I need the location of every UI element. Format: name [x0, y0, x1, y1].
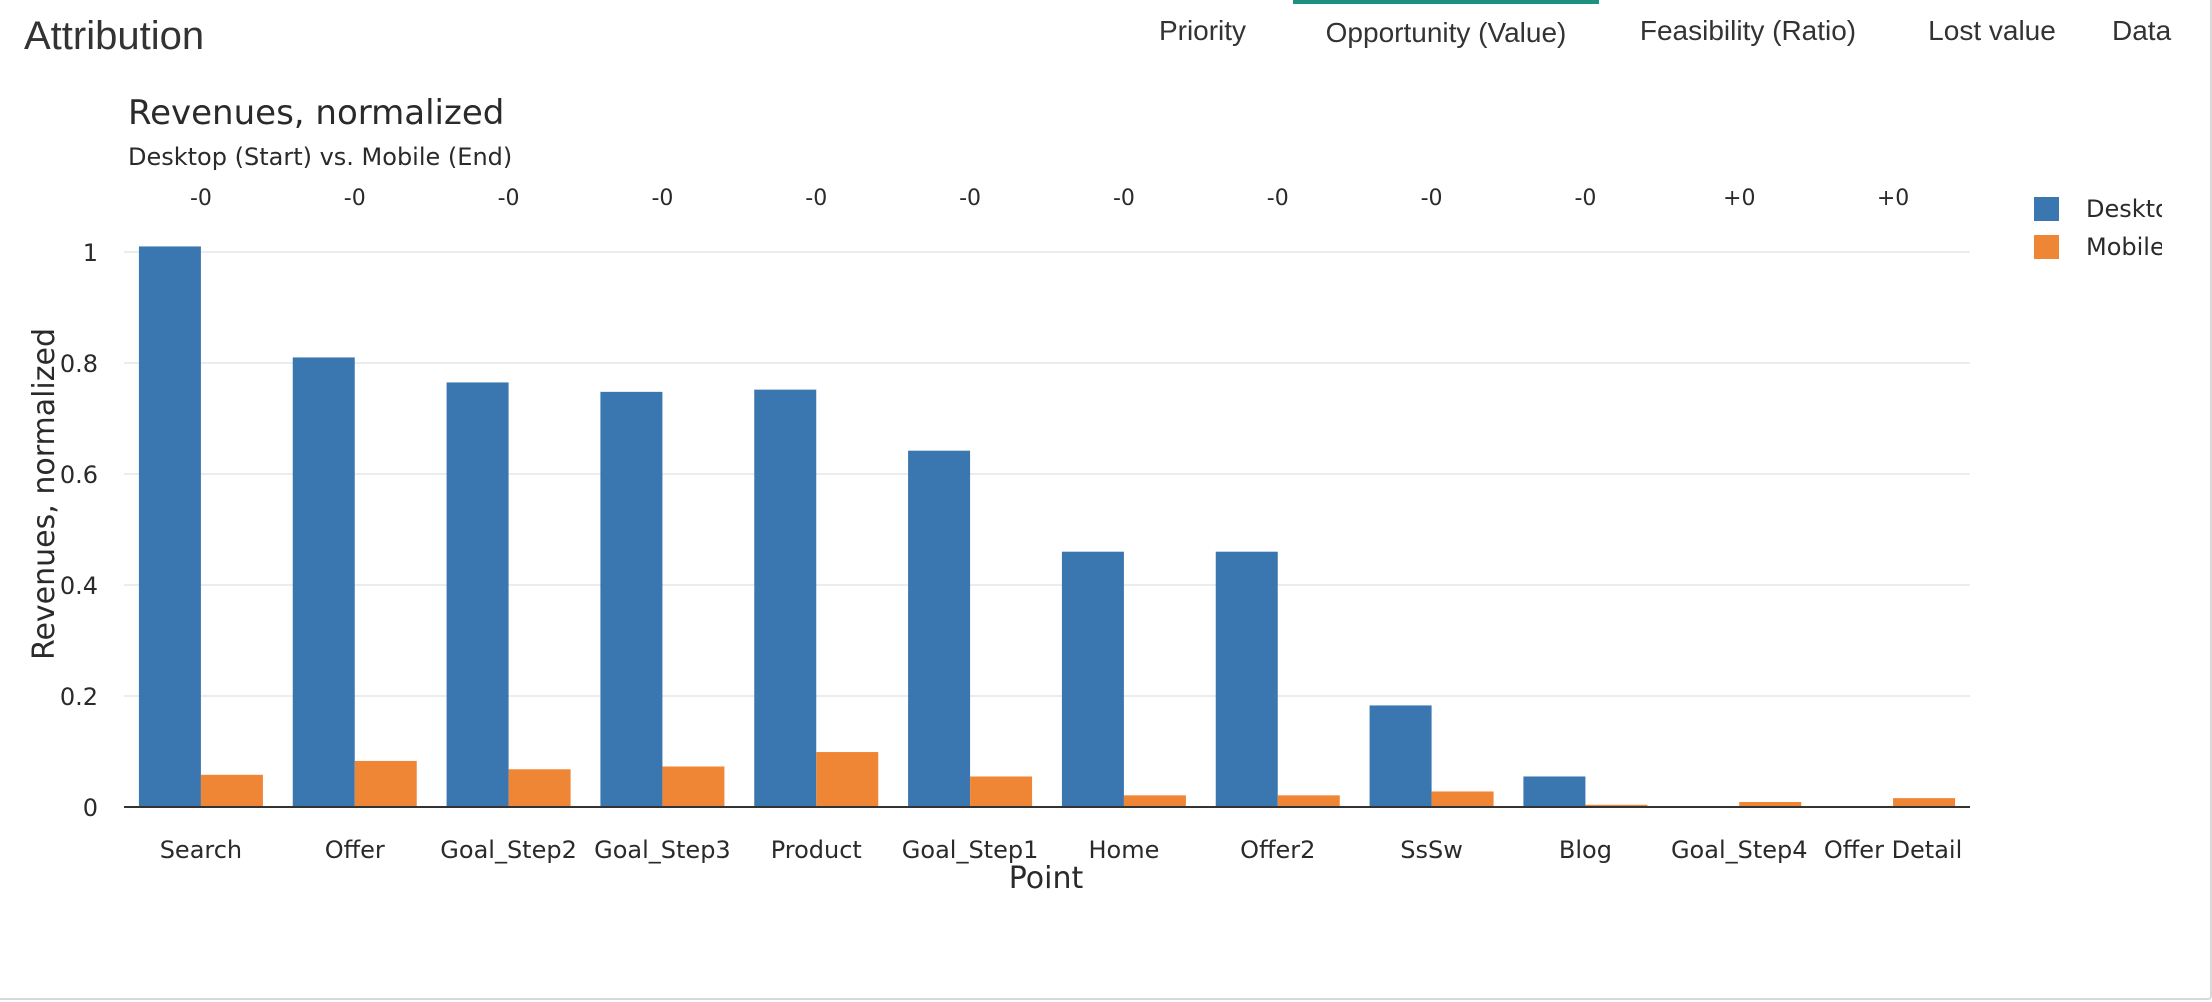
- bar-desktop: [1369, 705, 1432, 807]
- bar-annotation: -0: [805, 186, 827, 211]
- x-tick-label: Search: [160, 836, 242, 864]
- y-tick-label: 0.4: [60, 572, 98, 600]
- bar-mobile: [970, 776, 1033, 807]
- x-tick-label: Offer: [325, 836, 385, 864]
- bar-mobile: [354, 760, 417, 807]
- x-tick-label: Blog: [1559, 836, 1612, 864]
- x-tick-label: Goal_Step2: [440, 836, 577, 864]
- y-tick-label: 0.2: [60, 683, 98, 711]
- bar-annotation: +0: [1723, 186, 1755, 211]
- x-tick-label: Home: [1088, 836, 1159, 864]
- bar-annotations: -0 -0 -0 -0 -0 -0 -0 -0 -0 -0 +0 +0: [190, 186, 1909, 211]
- bar-desktop: [754, 389, 817, 807]
- bar-desktop: [446, 382, 509, 807]
- bar-mobile: [1739, 802, 1802, 807]
- x-tick-label: Offer2: [1240, 836, 1315, 864]
- bar-annotation: -0: [959, 186, 981, 211]
- y-tick-label: 0.6: [60, 461, 98, 489]
- bar-desktop: [1523, 776, 1586, 807]
- gridlines: [124, 251, 1970, 697]
- legend-label: Mobile: [2086, 233, 2165, 261]
- chart-subtitle: Desktop (Start) vs. Mobile (End): [128, 143, 512, 171]
- bar-annotation: -0: [651, 186, 673, 211]
- legend: Deskto Mobile: [2034, 195, 2170, 261]
- legend-swatch: [2034, 197, 2059, 221]
- bar-mobile: [662, 766, 725, 807]
- bar-mobile: [1585, 804, 1648, 807]
- page-title: Attribution: [24, 14, 205, 58]
- tab-data[interactable]: Data: [2112, 15, 2172, 46]
- legend-label: Deskto: [2086, 195, 2170, 223]
- bar-mobile: [1431, 791, 1494, 807]
- bar-annotation: -0: [1113, 186, 1135, 211]
- bar-mobile: [508, 769, 571, 807]
- tab-bar: Priority Opportunity (Value) Feasibility…: [1130, 0, 2212, 62]
- y-tick-label: 0: [83, 794, 98, 822]
- bar-annotation: -0: [344, 186, 366, 211]
- chart-title: Revenues, normalized: [128, 93, 504, 133]
- x-tick-label: Goal_Step3: [594, 836, 731, 864]
- bar-annotation: +0: [1877, 186, 1909, 211]
- bar-mobile: [1123, 795, 1186, 807]
- bar-annotation: -0: [1574, 186, 1596, 211]
- bar-desktop: [600, 391, 663, 807]
- tab-opportunity-value[interactable]: Opportunity (Value): [1293, 0, 1599, 62]
- bar-mobile: [200, 774, 263, 807]
- x-tick-label: SsSw: [1400, 836, 1463, 864]
- bar-desktop: [908, 450, 971, 807]
- bar-desktop: [1215, 551, 1278, 807]
- bar-mobile: [1893, 798, 1956, 807]
- bar-mobile: [1277, 795, 1340, 807]
- bar-desktop: [292, 357, 355, 807]
- x-axis-ticks: Search Offer Goal_Step2 Goal_Step3 Product Go…: [160, 836, 1963, 864]
- x-tick-label: Goal_Step4: [1671, 836, 1808, 864]
- legend-swatch: [2034, 235, 2059, 259]
- x-axis-label: Point: [1009, 861, 1084, 896]
- bar-desktop: [138, 246, 201, 807]
- bars: [138, 246, 1956, 807]
- tab-lost-value[interactable]: Lost value: [1928, 15, 2056, 46]
- y-axis-ticks: 0 0.2 0.4 0.6 0.8 1: [60, 239, 98, 822]
- y-axis-label: Revenues, normalized: [27, 328, 62, 660]
- tab-feasibility-ratio[interactable]: Feasibility (Ratio): [1639, 15, 1857, 46]
- bar-mobile: [816, 752, 879, 807]
- bar-annotation: -0: [1267, 186, 1289, 211]
- tab-priority[interactable]: Priority: [1158, 15, 1247, 46]
- bar-annotation: -0: [1421, 186, 1443, 211]
- bar-desktop: [1061, 551, 1124, 807]
- y-tick-label: 0.8: [60, 350, 98, 378]
- y-tick-label: 1: [83, 239, 98, 267]
- x-tick-label: Product: [771, 836, 862, 864]
- x-tick-label: Goal_Step1: [902, 836, 1039, 864]
- bar-annotation: -0: [190, 186, 212, 211]
- x-tick-label: Offer Detail: [1824, 836, 1962, 864]
- bar-annotation: -0: [498, 186, 520, 211]
